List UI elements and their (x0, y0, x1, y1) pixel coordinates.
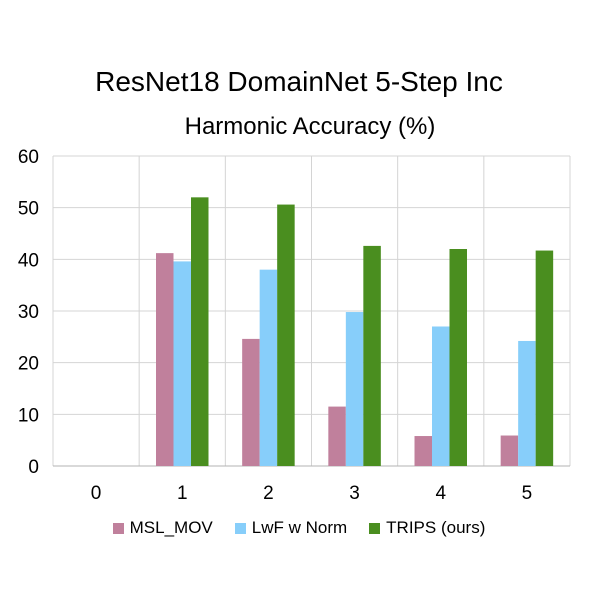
x-tick-label: 1 (177, 483, 188, 504)
y-tick-label: 20 (18, 354, 39, 375)
bar (500, 435, 519, 466)
bar (414, 436, 432, 466)
legend-item: TRIPS (ours) (369, 518, 485, 538)
legend-item: LwF w Norm (234, 518, 348, 538)
x-tick-label: 0 (91, 483, 102, 504)
y-tick-label: 30 (18, 302, 39, 323)
legend-swatch (234, 522, 246, 534)
y-tick-label: 60 (18, 147, 39, 168)
y-tick-label: 40 (18, 250, 39, 271)
bar (449, 249, 467, 466)
x-tick-label: 3 (349, 483, 360, 504)
x-tick-label: 4 (435, 483, 446, 504)
bar (242, 338, 260, 466)
x-tick-label: 2 (263, 483, 274, 504)
bar (535, 250, 554, 466)
x-tick-label: 5 (522, 483, 533, 504)
bar (277, 204, 295, 467)
bar (345, 312, 364, 466)
legend-label: LwF w Norm (251, 518, 348, 537)
legend-swatch (112, 522, 124, 534)
bar (259, 269, 278, 466)
legend: MSL_MOV LwF w Norm TRIPS (ours) (0, 518, 598, 538)
y-tick-label: 10 (18, 405, 39, 426)
bar (328, 406, 346, 466)
y-tick-label: 0 (28, 457, 39, 478)
bar (432, 326, 450, 466)
legend-item: MSL_MOV (112, 518, 213, 538)
bar (156, 253, 174, 466)
legend-label: TRIPS (ours) (386, 518, 486, 537)
bar (363, 245, 381, 466)
bar (173, 261, 191, 466)
chart-subtitle: Harmonic Accuracy (%) (184, 113, 436, 140)
bar (518, 340, 536, 466)
chart-title: ResNet18 DomainNet 5-Step Inc (95, 66, 503, 97)
legend-swatch (369, 522, 381, 534)
legend-label: MSL_MOV (129, 518, 213, 537)
bar (191, 197, 209, 467)
y-tick-label: 50 (18, 199, 39, 220)
